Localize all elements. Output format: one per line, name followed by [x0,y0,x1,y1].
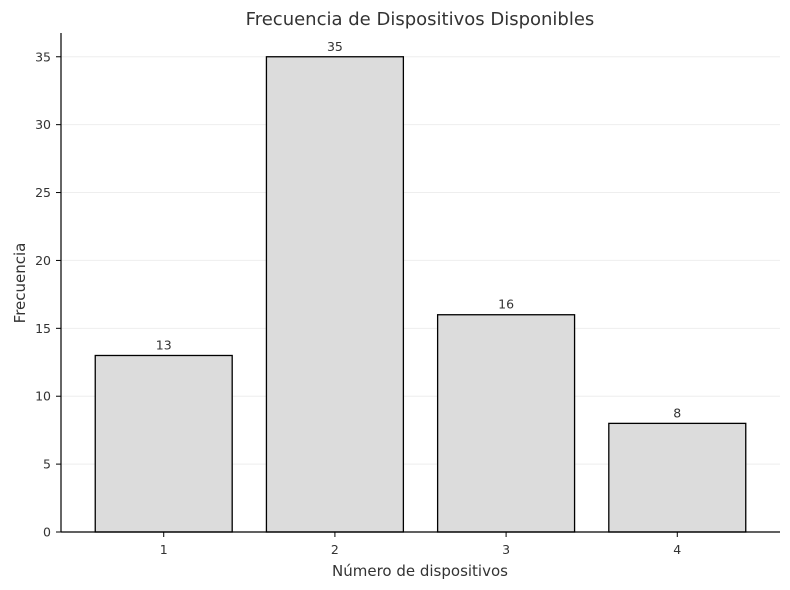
x-tick-label: 3 [502,542,510,557]
y-tick-label: 35 [35,49,51,64]
y-tick-label: 30 [35,117,51,132]
bar-4 [608,422,747,533]
y-tick-label: 20 [35,253,51,268]
y-tick-label: 25 [35,185,51,200]
y-tick-label: 0 [43,525,51,540]
bar-1 [94,354,233,533]
x-tick-label: 2 [331,542,339,557]
data-labels: 13 35 16 8 [156,39,682,421]
chart-title: Frecuencia de Dispositivos Disponibles [246,9,595,30]
data-label-4: 8 [673,405,681,420]
data-label-1: 13 [156,337,172,352]
x-axis-ticks: 1 2 3 4 [160,532,681,557]
bar-2 [265,56,405,533]
bars [94,56,747,533]
y-tick-label: 10 [35,389,51,404]
y-tick-label: 5 [43,457,51,472]
data-label-3: 16 [498,297,514,312]
x-axis-label: Número de dispositivos [332,562,508,580]
y-tick-label: 15 [35,321,51,336]
y-axis-ticks: 0 5 10 15 20 25 30 35 [35,49,61,540]
x-tick-label: 1 [160,542,168,557]
y-axis-label: Frecuencia [11,243,29,324]
x-tick-label: 4 [673,542,681,557]
data-label-2: 35 [327,39,343,54]
bar-3 [436,314,576,533]
